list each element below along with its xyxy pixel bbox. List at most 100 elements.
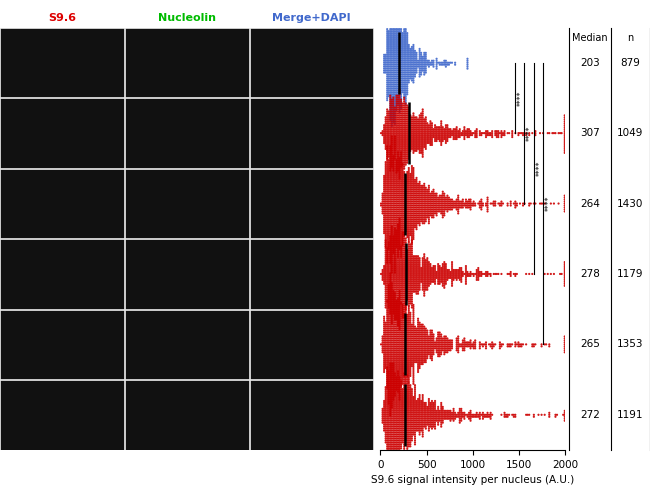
Point bbox=[413, 121, 423, 129]
Point bbox=[441, 60, 451, 68]
Point bbox=[400, 100, 411, 108]
Point bbox=[404, 324, 414, 332]
Point bbox=[413, 186, 423, 194]
Point bbox=[396, 436, 406, 444]
Point bbox=[408, 127, 419, 135]
Point bbox=[390, 299, 400, 307]
Point bbox=[404, 372, 414, 380]
Point bbox=[402, 29, 413, 37]
Point bbox=[413, 364, 423, 372]
Point bbox=[405, 256, 415, 264]
Point bbox=[399, 290, 410, 298]
Point bbox=[415, 214, 425, 222]
Point bbox=[407, 143, 417, 151]
Point bbox=[382, 223, 393, 231]
Point bbox=[416, 330, 426, 338]
Text: 1179: 1179 bbox=[618, 269, 644, 279]
Point bbox=[387, 178, 397, 186]
Point bbox=[549, 129, 559, 137]
Point bbox=[395, 172, 405, 180]
Point bbox=[400, 314, 411, 322]
Point bbox=[388, 440, 398, 448]
Point bbox=[434, 208, 445, 216]
Point bbox=[396, 237, 406, 245]
Point bbox=[396, 141, 406, 149]
Point bbox=[399, 242, 410, 250]
Point bbox=[390, 413, 400, 421]
Point bbox=[396, 305, 406, 313]
Point bbox=[384, 380, 394, 388]
Point bbox=[411, 131, 422, 139]
Point bbox=[390, 180, 400, 188]
Point bbox=[428, 125, 439, 133]
Point bbox=[387, 151, 397, 159]
Point bbox=[410, 280, 420, 288]
Point bbox=[380, 288, 391, 296]
Point bbox=[407, 426, 417, 434]
Point bbox=[382, 70, 393, 78]
Point bbox=[391, 218, 402, 226]
Point bbox=[382, 260, 393, 268]
Point bbox=[388, 294, 398, 302]
Point bbox=[397, 426, 408, 434]
Point bbox=[407, 180, 417, 188]
Point bbox=[560, 348, 570, 356]
Point bbox=[384, 438, 394, 446]
Point bbox=[432, 409, 442, 417]
Point bbox=[419, 358, 430, 366]
Point bbox=[402, 204, 413, 212]
Point bbox=[388, 166, 398, 174]
Point bbox=[476, 196, 487, 203]
Point bbox=[413, 204, 423, 212]
Point bbox=[410, 212, 420, 220]
Point bbox=[397, 45, 408, 53]
Point bbox=[425, 131, 436, 139]
Point bbox=[393, 121, 403, 129]
Point bbox=[380, 170, 391, 178]
Point bbox=[437, 274, 448, 282]
Point bbox=[415, 45, 425, 53]
Point bbox=[391, 340, 402, 348]
Point bbox=[476, 270, 487, 278]
Point bbox=[393, 338, 403, 346]
Point bbox=[408, 376, 419, 384]
Point bbox=[410, 422, 420, 430]
Point bbox=[407, 260, 417, 268]
Point bbox=[388, 364, 398, 372]
Point bbox=[382, 64, 393, 72]
Point bbox=[422, 340, 432, 348]
Point bbox=[404, 214, 414, 222]
Point bbox=[458, 200, 468, 207]
Point bbox=[417, 212, 428, 220]
Point bbox=[382, 448, 393, 456]
Point bbox=[408, 139, 419, 147]
Point bbox=[400, 420, 411, 428]
Point bbox=[452, 202, 462, 209]
Point bbox=[393, 184, 403, 192]
Point bbox=[391, 51, 402, 59]
Point bbox=[402, 376, 413, 384]
Point bbox=[397, 303, 408, 311]
Point bbox=[415, 123, 425, 131]
Point bbox=[405, 346, 415, 354]
Point bbox=[447, 268, 457, 276]
Point bbox=[410, 123, 420, 131]
Point bbox=[413, 190, 423, 198]
Point bbox=[428, 266, 439, 274]
Point bbox=[390, 388, 400, 396]
Point bbox=[397, 272, 408, 280]
Point bbox=[379, 196, 389, 203]
Point bbox=[384, 304, 394, 312]
Point bbox=[437, 125, 448, 133]
Point bbox=[496, 129, 506, 137]
Point bbox=[410, 328, 420, 336]
Point bbox=[382, 316, 393, 324]
Point bbox=[430, 418, 440, 426]
Point bbox=[411, 418, 422, 426]
Point bbox=[384, 238, 394, 246]
Point bbox=[461, 274, 471, 282]
Point bbox=[400, 393, 411, 401]
Point bbox=[422, 405, 432, 413]
Point bbox=[393, 300, 403, 308]
Point bbox=[410, 286, 420, 294]
